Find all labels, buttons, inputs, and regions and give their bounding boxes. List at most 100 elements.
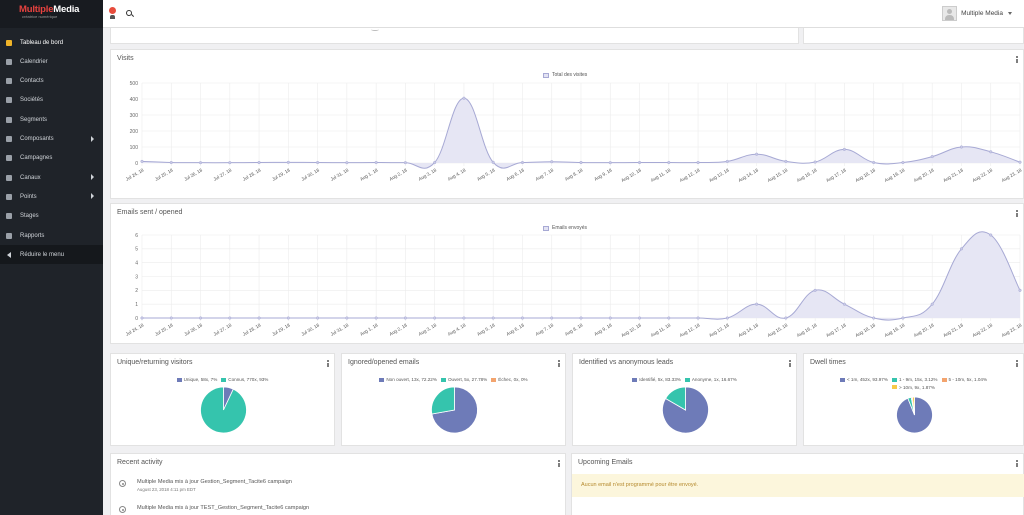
data-point[interactable] — [989, 233, 993, 237]
data-point[interactable] — [1018, 288, 1022, 292]
data-point[interactable] — [462, 96, 466, 100]
search-icon[interactable] — [126, 10, 135, 18]
data-point[interactable] — [579, 316, 583, 320]
sidebar-item-canaux[interactable]: Canaux — [0, 168, 103, 187]
data-point[interactable] — [286, 160, 290, 164]
data-point[interactable] — [901, 316, 905, 320]
legend-item[interactable]: 5 - 10m, 5x, 1.04% — [941, 376, 987, 383]
data-point[interactable] — [725, 316, 729, 320]
data-point[interactable] — [1018, 160, 1022, 164]
user-menu[interactable]: Multiple Media — [942, 6, 1012, 21]
data-point[interactable] — [316, 160, 320, 165]
data-point[interactable] — [608, 161, 612, 165]
data-point[interactable] — [550, 316, 554, 320]
data-point[interactable] — [228, 316, 232, 320]
data-point[interactable] — [813, 160, 817, 164]
data-point[interactable] — [901, 160, 905, 165]
data-point[interactable] — [520, 316, 525, 320]
data-point[interactable] — [637, 316, 642, 320]
data-point[interactable] — [959, 145, 964, 149]
data-point[interactable] — [491, 160, 495, 164]
brand-logo[interactable]: MultipleMedia créatrice numérique — [0, 0, 103, 28]
sidebar-item-stages[interactable]: Stages — [0, 207, 103, 226]
data-point[interactable] — [520, 160, 525, 165]
collapse-menu-button[interactable]: Réduire le menu — [0, 245, 103, 265]
data-point[interactable] — [374, 160, 378, 165]
legend-item[interactable]: Identifié, 5x, 83.33% — [632, 376, 681, 383]
legend-item[interactable]: Connus, 770x, 93% — [221, 376, 268, 383]
pie-slice[interactable] — [662, 386, 709, 434]
data-point[interactable] — [872, 316, 876, 320]
legend-item[interactable]: > 10m, 9x, 1.87% — [892, 384, 935, 391]
legend-item[interactable]: Unique, 58x, 7% — [176, 376, 217, 383]
legend-item[interactable]: Ouvert, 5x, 27.78% — [440, 376, 487, 383]
data-point[interactable] — [286, 316, 290, 320]
data-point[interactable] — [316, 316, 320, 320]
data-point[interactable] — [637, 160, 642, 165]
data-point[interactable] — [403, 161, 407, 165]
data-point[interactable] — [169, 160, 173, 165]
data-point[interactable] — [462, 316, 466, 320]
data-point[interactable] — [198, 161, 203, 165]
data-point[interactable] — [345, 316, 349, 320]
data-point[interactable] — [257, 160, 261, 165]
data-point[interactable] — [374, 316, 378, 320]
data-point[interactable] — [842, 302, 846, 306]
data-point[interactable] — [667, 316, 671, 320]
data-point[interactable] — [579, 160, 583, 165]
pie-slice[interactable] — [431, 386, 455, 415]
dwell-times-menu-icon[interactable] — [1016, 360, 1018, 367]
sidebar-item-points[interactable]: Points — [0, 187, 103, 206]
data-point[interactable] — [696, 160, 700, 165]
data-point[interactable] — [345, 161, 349, 165]
data-point[interactable] — [784, 316, 788, 320]
data-point[interactable] — [169, 316, 173, 320]
sidebar-item-composants[interactable]: Composants — [0, 130, 103, 149]
emails-menu-icon[interactable] — [1016, 210, 1018, 217]
activity-text[interactable]: Multiple Media mis à jour Gestion_Segmen… — [137, 479, 292, 485]
data-point[interactable] — [198, 316, 203, 320]
visits-menu-icon[interactable] — [1016, 56, 1018, 63]
data-point[interactable] — [959, 247, 964, 251]
data-point[interactable] — [930, 302, 934, 306]
pie-slice[interactable] — [200, 386, 247, 434]
data-point[interactable] — [550, 160, 554, 164]
legend-item[interactable]: Échec, 0x, 0% — [491, 376, 528, 383]
data-point[interactable] — [989, 150, 993, 154]
data-point[interactable] — [842, 147, 846, 151]
recent-activity-menu-icon[interactable] — [558, 460, 560, 467]
legend-item[interactable]: Non ouvert, 13x, 72.22% — [379, 376, 437, 383]
legend-item[interactable]: Anonyme, 1x, 16.67% — [684, 376, 737, 383]
pie-slice[interactable] — [911, 396, 915, 416]
data-point[interactable] — [608, 316, 612, 320]
data-point[interactable] — [696, 316, 700, 320]
data-point[interactable] — [491, 316, 495, 320]
sidebar-item-tableau-de-bord[interactable]: Tableau de bord — [0, 33, 103, 52]
avatar[interactable] — [942, 6, 958, 21]
data-point[interactable] — [228, 161, 232, 165]
data-point[interactable] — [433, 160, 437, 165]
sidebar-item-contacts[interactable]: Contacts — [0, 72, 103, 91]
legend-item[interactable]: < 1m, 452x, 93.97% — [839, 376, 888, 383]
activity-text[interactable]: Multiple Media mis à jour TEST_Gestion_S… — [137, 505, 310, 511]
data-point[interactable] — [725, 159, 729, 163]
data-point[interactable] — [257, 316, 261, 320]
visits-legend[interactable]: Total des visites — [543, 72, 587, 78]
sidebar-item-rapports[interactable]: Rapports — [0, 226, 103, 245]
data-point[interactable] — [433, 316, 437, 320]
pie-slice[interactable] — [665, 386, 686, 411]
leads-menu-icon[interactable] — [789, 360, 791, 367]
opened-emails-menu-icon[interactable] — [558, 360, 560, 367]
upcoming-emails-menu-icon[interactable] — [1016, 460, 1018, 467]
data-point[interactable] — [140, 159, 144, 163]
data-point[interactable] — [667, 160, 671, 165]
sidebar-item-campagnes[interactable]: Campagnes — [0, 149, 103, 168]
unique-visitors-menu-icon[interactable] — [327, 360, 329, 367]
data-point[interactable] — [930, 155, 934, 159]
data-point[interactable] — [784, 159, 788, 163]
sidebar-item-segments[interactable]: Segments — [0, 110, 103, 129]
notification-bell-icon[interactable] — [109, 7, 116, 19]
data-point[interactable] — [813, 288, 817, 292]
emails-legend[interactable]: Emails envoyés — [543, 225, 587, 231]
sidebar-item-calendrier[interactable]: Calendrier — [0, 52, 103, 71]
